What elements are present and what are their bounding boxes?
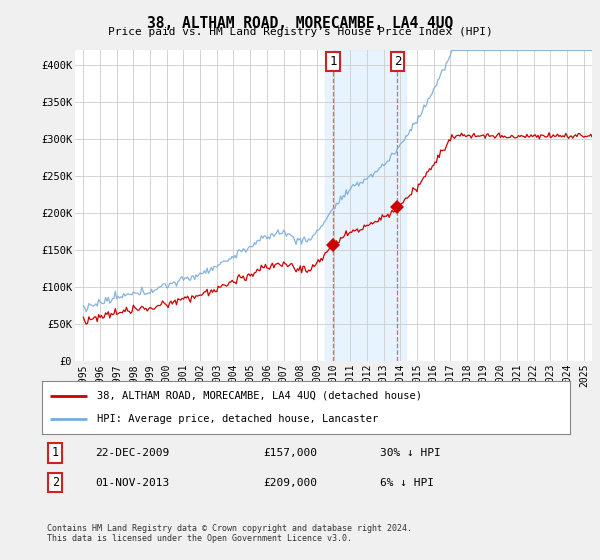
Text: 38, ALTHAM ROAD, MORECAMBE, LA4 4UQ (detached house): 38, ALTHAM ROAD, MORECAMBE, LA4 4UQ (det… [97, 391, 422, 401]
Text: 38, ALTHAM ROAD, MORECAMBE, LA4 4UQ: 38, ALTHAM ROAD, MORECAMBE, LA4 4UQ [147, 16, 453, 31]
Text: £209,000: £209,000 [264, 478, 318, 488]
Text: Price paid vs. HM Land Registry’s House Price Index (HPI): Price paid vs. HM Land Registry’s House … [107, 27, 493, 37]
Text: HPI: Average price, detached house, Lancaster: HPI: Average price, detached house, Lanc… [97, 414, 379, 424]
Text: 22-DEC-2009: 22-DEC-2009 [95, 448, 169, 458]
Text: 6% ↓ HPI: 6% ↓ HPI [380, 478, 434, 488]
Text: 01-NOV-2013: 01-NOV-2013 [95, 478, 169, 488]
Text: 30% ↓ HPI: 30% ↓ HPI [380, 448, 440, 458]
Text: 2: 2 [52, 476, 59, 489]
Text: 2: 2 [394, 55, 401, 68]
Text: Contains HM Land Registry data © Crown copyright and database right 2024.
This d: Contains HM Land Registry data © Crown c… [47, 524, 412, 543]
Text: 1: 1 [52, 446, 59, 459]
Text: £157,000: £157,000 [264, 448, 318, 458]
Bar [325, 50, 406, 361]
Text: 1: 1 [329, 55, 337, 68]
